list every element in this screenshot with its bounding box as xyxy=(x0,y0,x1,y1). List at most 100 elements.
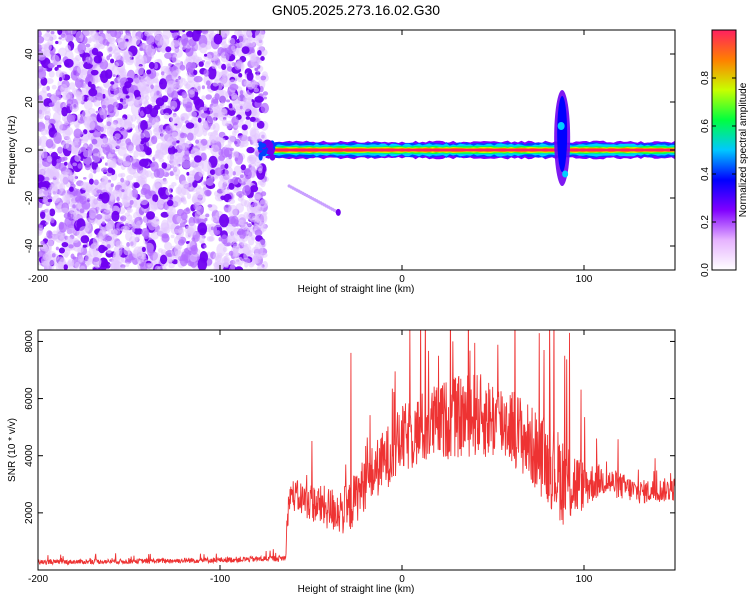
noise-blob xyxy=(48,231,52,236)
noise-blob xyxy=(256,264,265,270)
noise-blob xyxy=(145,170,152,178)
noise-blob xyxy=(38,95,43,102)
noise-blob xyxy=(236,256,244,266)
noise-blob xyxy=(238,72,243,78)
noise-blob xyxy=(200,152,207,161)
noise-blob xyxy=(167,145,176,156)
noise-blob xyxy=(61,242,69,248)
noise-blob xyxy=(195,187,205,199)
noise-blob xyxy=(116,196,120,202)
noise-blob xyxy=(238,238,245,246)
noise-blob xyxy=(230,215,239,227)
noise-blob xyxy=(129,199,134,205)
noise-blob xyxy=(115,250,120,256)
noise-blob xyxy=(124,81,132,89)
noise-blob xyxy=(66,236,71,241)
noise-blob xyxy=(40,128,48,136)
noise-blob xyxy=(131,132,142,146)
noise-blob xyxy=(179,132,185,139)
noise-blob xyxy=(65,45,71,53)
noise-blob xyxy=(186,30,194,38)
noise-blob xyxy=(45,138,54,149)
noise-blob xyxy=(38,186,49,199)
noise-blob xyxy=(38,202,43,209)
noise-blob xyxy=(246,30,253,38)
noise-blob xyxy=(51,84,57,90)
noise-blob xyxy=(118,207,126,214)
noise-blob xyxy=(43,42,52,52)
snr-series-line xyxy=(38,330,675,566)
noise-blob xyxy=(70,253,75,260)
snr-y-tick-label: 2000 xyxy=(24,501,35,524)
noise-blob xyxy=(251,234,256,241)
noise-blob xyxy=(92,257,100,262)
noise-blob xyxy=(146,35,155,46)
noise-blob xyxy=(49,34,57,41)
noise-blob xyxy=(194,199,203,206)
noise-blob xyxy=(38,163,42,169)
noise-blob xyxy=(192,180,198,188)
noise-blob xyxy=(106,220,116,234)
noise-blob xyxy=(161,234,170,243)
noise-blob xyxy=(144,189,152,200)
noise-blob xyxy=(47,198,53,203)
noise-blob xyxy=(228,103,233,109)
colorbar-label: Normalized spectral amplitude xyxy=(738,82,749,217)
noise-blob xyxy=(99,126,104,133)
noise-blob xyxy=(79,265,86,270)
noise-blob xyxy=(45,110,51,119)
noise-blob xyxy=(255,210,261,217)
noise-blob xyxy=(212,98,219,104)
noise-blob xyxy=(246,71,254,81)
noise-blob xyxy=(161,162,168,169)
noise-blob xyxy=(46,30,51,33)
noise-blob xyxy=(199,43,208,54)
noise-blob xyxy=(244,184,250,192)
noise-blob xyxy=(68,82,76,90)
noise-blob xyxy=(146,104,153,110)
noise-blob xyxy=(221,41,227,49)
noise-blob xyxy=(93,169,97,174)
noise-blob xyxy=(257,50,262,56)
noise-blob xyxy=(110,263,118,270)
noise-blob xyxy=(172,32,178,39)
noise-blob xyxy=(245,221,249,225)
noise-blob xyxy=(80,181,88,191)
noise-blob xyxy=(156,150,160,154)
noise-blob xyxy=(56,256,66,264)
noise-blob xyxy=(147,246,154,257)
noise-blob xyxy=(38,251,44,258)
noise-blob xyxy=(113,52,122,60)
noise-blob xyxy=(118,71,127,78)
noise-blob xyxy=(224,163,229,169)
noise-blob xyxy=(253,193,261,200)
noise-blob xyxy=(200,112,209,119)
noise-blob xyxy=(108,135,117,144)
noise-blob xyxy=(228,198,236,204)
noise-blob xyxy=(142,42,149,50)
noise-blob xyxy=(129,240,137,248)
noise-blob xyxy=(186,132,194,141)
noise-blob xyxy=(169,171,174,177)
noise-blob xyxy=(48,118,56,125)
noise-blob xyxy=(156,204,164,210)
noise-blob xyxy=(49,49,54,55)
spectrogram-y-tick-label: 20 xyxy=(24,96,35,108)
noise-blob xyxy=(140,198,149,206)
noise-blob xyxy=(69,207,76,215)
noise-blob xyxy=(91,143,101,157)
noise-blob xyxy=(64,194,71,203)
noise-blob xyxy=(171,161,180,170)
noise-blob xyxy=(255,74,261,81)
noise-blob xyxy=(88,196,97,208)
noise-blob xyxy=(260,56,265,61)
noise-blob xyxy=(186,171,190,176)
noise-blob xyxy=(198,170,205,177)
noise-blob xyxy=(63,58,74,68)
noise-blob xyxy=(209,169,216,176)
noise-blob xyxy=(178,140,186,150)
noise-blob xyxy=(92,131,102,138)
spike-core xyxy=(557,96,568,172)
noise-blob xyxy=(214,230,219,236)
noise-blob xyxy=(256,118,260,123)
